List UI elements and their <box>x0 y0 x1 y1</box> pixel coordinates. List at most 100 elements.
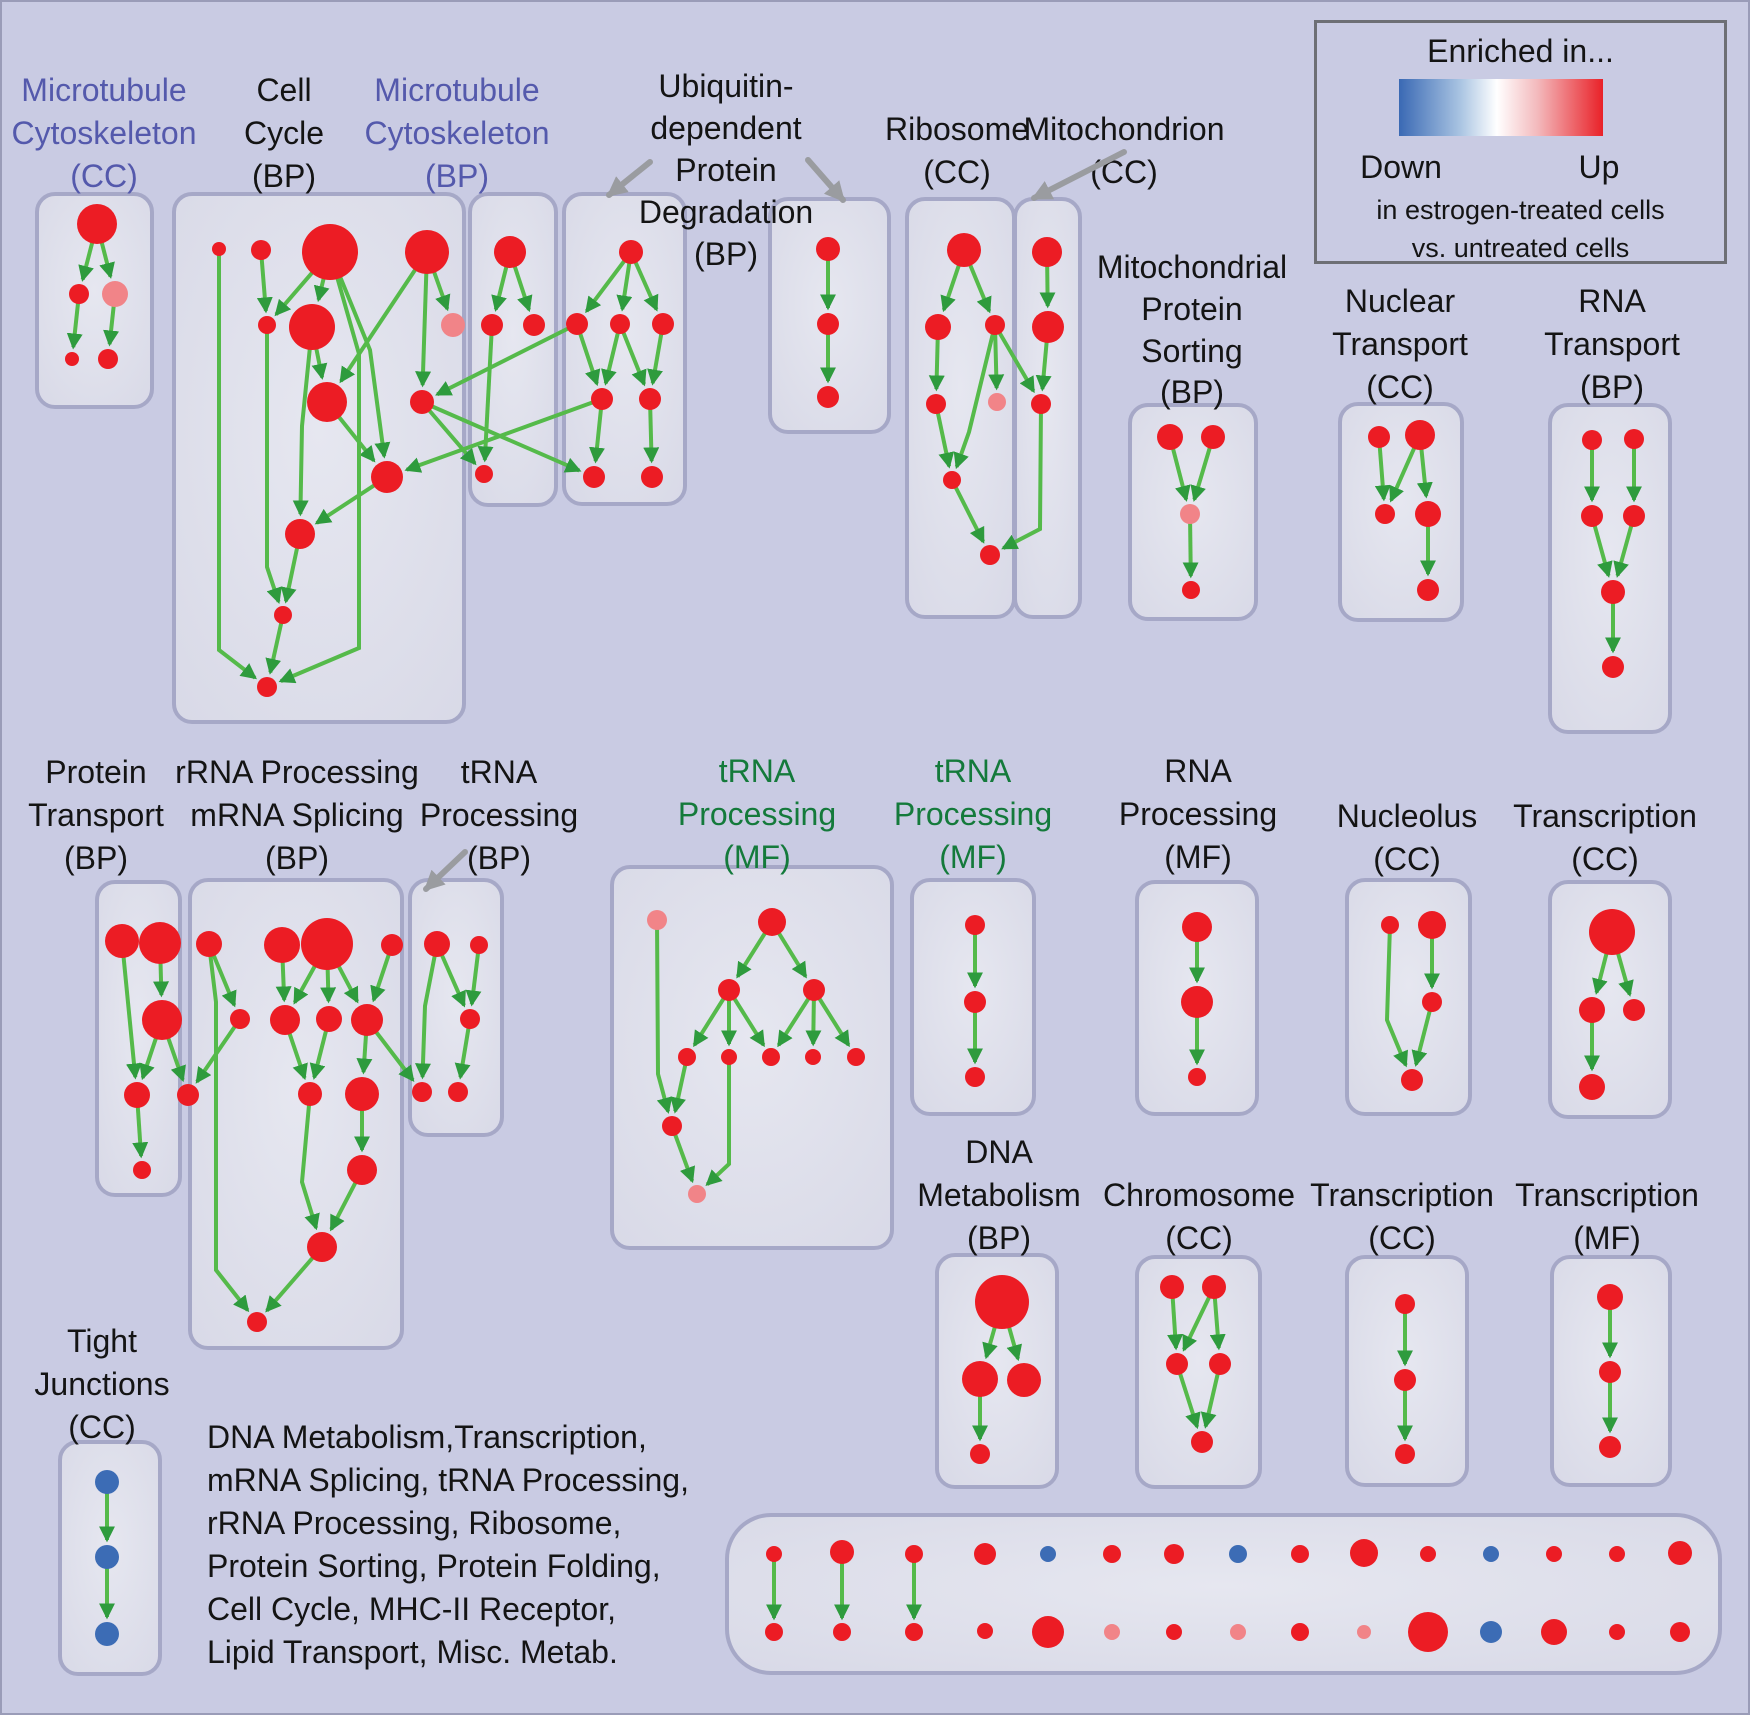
edge-arrow <box>265 614 285 675</box>
go-term-node <box>124 1082 150 1108</box>
edge-arrow <box>1001 403 1043 550</box>
go-term-node <box>766 1546 782 1562</box>
go-term-node <box>102 281 128 307</box>
go-term-node <box>1381 916 1399 934</box>
cluster-box-misc-group <box>725 1513 1722 1675</box>
go-term-node <box>1291 1623 1309 1641</box>
go-term-node <box>1181 986 1213 1018</box>
cluster-label-nucleolus: (CC) <box>1373 841 1441 877</box>
cluster-label-chromosome: (CC) <box>1165 1220 1233 1256</box>
go-term-node <box>1483 1546 1499 1562</box>
edge-arrow <box>415 251 432 388</box>
go-term-node <box>977 1623 993 1639</box>
cluster-label-rna-transport: RNA <box>1578 283 1646 319</box>
edge-arrow <box>217 249 258 680</box>
misc-caption-line: Lipid Transport, Misc. Metab. <box>207 1634 618 1670</box>
go-term-node <box>481 314 503 336</box>
go-term-node <box>133 1161 151 1179</box>
label-pointer-arrow <box>1031 149 1127 201</box>
go-term-node <box>652 313 674 335</box>
go-term-node <box>345 1077 379 1111</box>
go-term-node <box>847 1048 865 1066</box>
go-term-node <box>441 313 465 337</box>
go-term-node <box>289 304 335 350</box>
go-term-node <box>494 236 526 268</box>
cluster-label-transcription-mf: (MF) <box>1573 1220 1641 1256</box>
edge-arrow <box>670 1056 689 1114</box>
go-term-node <box>105 924 139 958</box>
edge-arrow <box>953 324 997 470</box>
go-term-node <box>833 1623 851 1641</box>
cluster-label-protein-transport: (BP) <box>64 840 128 876</box>
edge-arrow <box>655 919 673 1114</box>
go-term-node <box>805 1049 821 1065</box>
go-term-node <box>1182 912 1212 942</box>
cluster-label-mitochondrion: Mitochondrion <box>1024 111 1225 147</box>
go-term-node <box>1417 579 1439 601</box>
go-term-node <box>1188 1068 1206 1086</box>
edge-arrow <box>1384 924 1408 1068</box>
cluster-label-trna-mf-large: Processing <box>678 796 836 832</box>
go-term-node <box>139 922 181 964</box>
edge-arrow <box>404 397 603 473</box>
cluster-label-rrna-mrna: mRNA Splicing <box>190 797 403 833</box>
go-term-node <box>647 910 667 930</box>
go-term-node <box>1609 1546 1625 1562</box>
misc-caption-line: rRNA Processing, Ribosome, <box>207 1505 622 1541</box>
go-term-node <box>974 1543 996 1565</box>
go-term-node <box>962 1361 998 1397</box>
go-term-node <box>975 1275 1029 1329</box>
go-term-node <box>830 1540 854 1564</box>
go-term-node <box>177 1084 199 1106</box>
go-term-node <box>1422 992 1442 1012</box>
cluster-label-trna-mf-small: tRNA <box>935 753 1012 789</box>
edge-arrow <box>339 250 429 384</box>
cluster-label-mito-protein-sorting: Sorting <box>1141 333 1242 369</box>
go-term-node <box>1579 1074 1605 1100</box>
edge-arrow <box>993 323 1036 394</box>
go-term-node <box>424 931 450 957</box>
go-term-node <box>1229 1545 1247 1563</box>
go-term-node <box>965 1067 985 1087</box>
go-term-node <box>988 393 1006 411</box>
cluster-label-transcription-cc-top: (CC) <box>1571 841 1639 877</box>
go-term-node <box>251 240 271 260</box>
go-term-node <box>270 1005 300 1035</box>
go-term-node <box>1624 429 1644 449</box>
cluster-label-rna-processing-mf: (MF) <box>1164 839 1232 875</box>
go-term-node <box>1420 1546 1436 1562</box>
go-term-node <box>307 1232 337 1262</box>
go-term-node <box>1375 504 1395 524</box>
go-term-node <box>69 284 89 304</box>
go-term-node <box>95 1545 119 1569</box>
cluster-label-nuclear-transport: Transport <box>1332 326 1468 362</box>
edge-arrow <box>414 943 439 1080</box>
nodes-layer <box>65 204 1692 1652</box>
go-term-node <box>257 677 277 697</box>
go-term-node <box>1546 1546 1562 1562</box>
go-term-node <box>258 316 276 334</box>
go-term-node <box>405 230 449 274</box>
edge-arrow <box>1411 1001 1434 1067</box>
cluster-label-transcription-cc-bottom: (CC) <box>1368 1220 1436 1256</box>
cluster-box-transcription-cc-top <box>1548 880 1672 1119</box>
go-term-node <box>1201 425 1225 449</box>
edge-arrow <box>477 324 494 463</box>
cluster-label-trna-mf-small: Processing <box>894 796 1052 832</box>
cluster-label-trna-bp: (BP) <box>467 840 531 876</box>
cluster-label-ubiquitin: (BP) <box>694 236 758 272</box>
cluster-label-ribosome: Ribosome <box>885 111 1029 147</box>
cluster-label-rna-transport: Transport <box>1544 326 1680 362</box>
cluster-label-ubiquitin: dependent <box>650 110 801 146</box>
go-term-node <box>1395 1294 1415 1314</box>
misc-caption-line: Protein Sorting, Protein Folding, <box>207 1548 661 1584</box>
cluster-box-dna-metabolism <box>935 1253 1059 1489</box>
go-term-node <box>1415 501 1441 527</box>
go-term-node <box>758 908 786 936</box>
go-term-node <box>1541 1619 1567 1645</box>
cluster-label-trna-bp: Processing <box>420 797 578 833</box>
go-term-node <box>1032 1616 1064 1648</box>
go-term-node <box>316 1006 342 1032</box>
cluster-label-ubiquitin: Protein <box>675 152 776 188</box>
edge-arrow <box>705 1057 731 1187</box>
